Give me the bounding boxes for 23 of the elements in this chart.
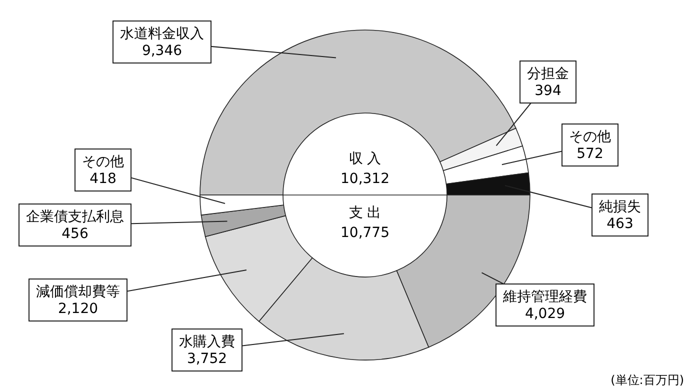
text: 支 出 (348, 205, 382, 221)
slice-label: その他 (569, 129, 611, 145)
data-label: 9,346 (142, 43, 182, 59)
text: 10,312 (340, 171, 390, 187)
data-label: 2,120 (58, 301, 98, 317)
slice-label: 水購入費 (179, 334, 235, 350)
data-label: 456 (62, 226, 88, 242)
text: (単位:百万円) (610, 373, 684, 387)
data-label: 463 (606, 216, 634, 232)
slice-label: その他 (82, 154, 124, 170)
slice-label: 減価償却費等 (36, 284, 120, 300)
data-label: 4,029 (524, 306, 566, 322)
data-label: 3,752 (186, 351, 228, 367)
data-label: 418 (90, 171, 116, 187)
slice-label: 水道料金収入 (120, 26, 204, 42)
text: 収 入 (348, 151, 382, 167)
slice-label: 分担金 (527, 66, 569, 82)
slice-label: 企業債支払利息 (26, 209, 124, 225)
data-label: 572 (576, 146, 604, 162)
data-label: 394 (534, 83, 562, 99)
text: 10,775 (340, 225, 390, 241)
slice-label: 維持管理経費 (502, 289, 587, 305)
slice-label: 純損失 (599, 199, 641, 215)
